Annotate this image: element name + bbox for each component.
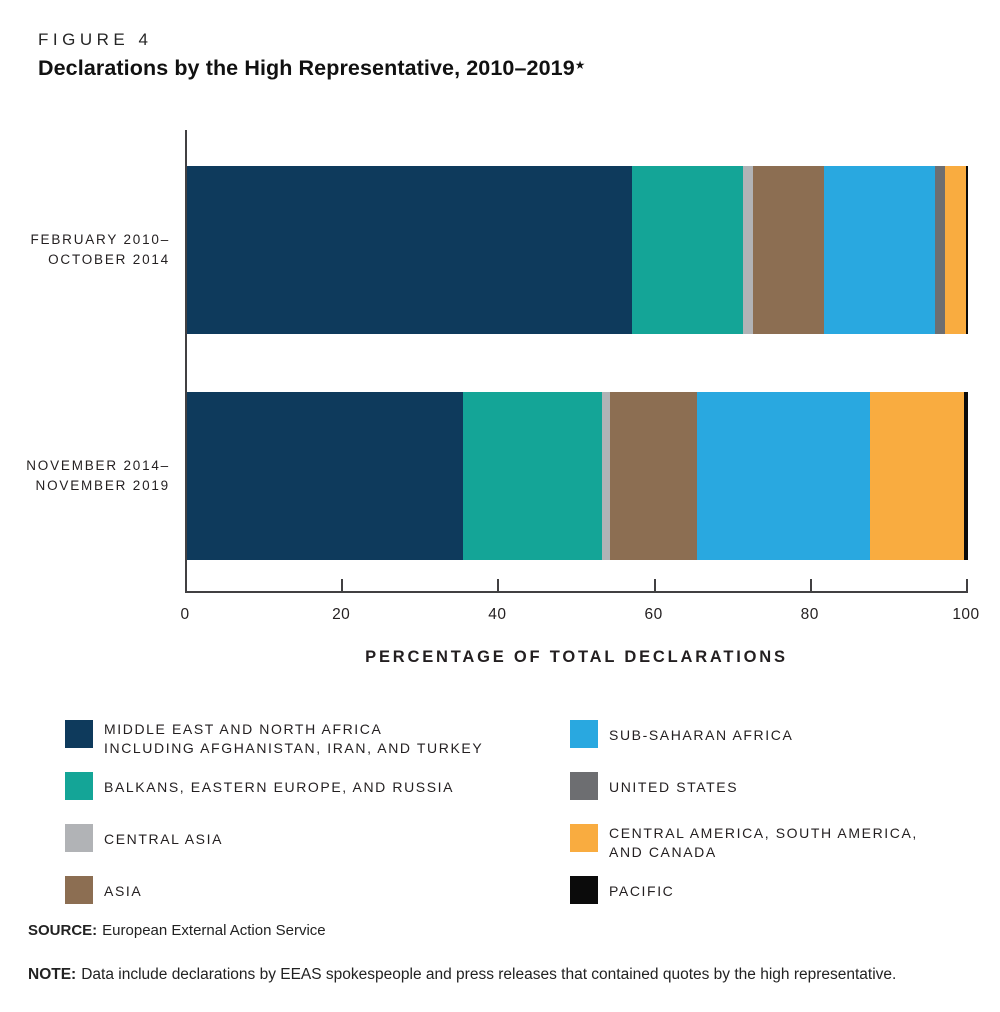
legend-label-line: SUB-SAHARAN AFRICA: [609, 727, 794, 743]
legend-label-line: AND CANADA: [609, 844, 717, 860]
stacked-bar-2: [187, 392, 968, 560]
legend-item-sub-saharan-africa: SUB-SAHARAN AFRICA: [570, 720, 793, 748]
legend-label-line: INCLUDING AFGHANISTAN, IRAN, AND TURKEY: [104, 740, 484, 756]
legend-label: ASIA: [104, 876, 142, 901]
legend-swatch-middle-east-and-north-africa-including-a: [65, 720, 93, 748]
x-axis-tick-label-0: 0: [180, 606, 190, 623]
bar-segment-asia: [610, 392, 697, 560]
x-axis-tick-label-40: 40: [488, 606, 507, 623]
x-axis-tick-60: [653, 579, 656, 591]
bar-segment-central-america-south-america-and-canada: [870, 392, 965, 560]
legend-label-line: CENTRAL AMERICA, SOUTH AMERICA,: [609, 825, 918, 841]
figure-title-text: Declarations by the High Representative,…: [38, 56, 575, 80]
x-axis-tick-label-100: 100: [952, 606, 980, 623]
legend-label: PACIFIC: [609, 876, 674, 901]
legend-label: CENTRAL ASIA: [104, 824, 223, 849]
bar-segment-central-asia: [743, 166, 754, 334]
bar-segment-central-america-south-america-and-canada: [945, 166, 966, 334]
footnote-star-mark: ★: [574, 58, 586, 73]
legend-item-asia: ASIA: [65, 876, 142, 904]
category-label-line: OCTOBER 2014: [48, 251, 170, 267]
x-axis-tick-label-60: 60: [644, 606, 663, 623]
legend-swatch-united-states: [570, 772, 598, 800]
chart-plot-area: [185, 130, 968, 593]
category-label-2010-2014: FEBRUARY 2010– OCTOBER 2014: [0, 230, 170, 269]
note-text: Data include declarations by EEAS spokes…: [81, 966, 897, 983]
bar-segment-central-asia: [602, 392, 611, 560]
legend-item-balkans-eastern-europe-and-russia: BALKANS, EASTERN EUROPE, AND RUSSIA: [65, 772, 454, 800]
figure-title: Declarations by the High Representative,…: [38, 56, 585, 81]
legend-swatch-asia: [65, 876, 93, 904]
legend-item-central-america-south-america-and-canada: CENTRAL AMERICA, SOUTH AMERICA, AND CANAD…: [570, 824, 918, 862]
category-label-line: FEBRUARY 2010–: [30, 232, 170, 247]
legend-label-line: UNITED STATES: [609, 779, 739, 795]
legend-label: BALKANS, EASTERN EUROPE, AND RUSSIA: [104, 772, 454, 797]
legend-label-line: PACIFIC: [609, 883, 675, 899]
legend-item-united-states: UNITED STATES: [570, 772, 738, 800]
bar-segment-balkans-eastern-europe-and-russia: [463, 392, 603, 560]
x-axis-tick-label-80: 80: [800, 606, 819, 623]
category-label-line: NOVEMBER 2014–: [26, 458, 170, 473]
bar-segment-middle-east-and-north-africa-including-a: [187, 166, 633, 334]
note-line: NOTE: Data include declarations by EEAS s…: [28, 966, 988, 984]
legend-label-line: BALKANS, EASTERN EUROPE, AND RUSSIA: [104, 779, 455, 795]
source-line: SOURCE: European External Action Service: [28, 922, 326, 939]
source-text: European External Action Service: [102, 922, 326, 939]
legend-item-middle-east-and-north-africa-including-a: MIDDLE EAST AND NORTH AFRICA INCLUDING AF…: [65, 720, 483, 758]
legend-label: MIDDLE EAST AND NORTH AFRICA INCLUDING AF…: [104, 720, 483, 758]
legend-item-pacific: PACIFIC: [570, 876, 674, 904]
legend-item-central-asia: CENTRAL ASIA: [65, 824, 223, 852]
bar-segment-sub-saharan-africa: [824, 166, 936, 334]
x-axis-title: PERCENTAGE OF TOTAL DECLARATIONS: [365, 648, 788, 666]
chart-legend: MIDDLE EAST AND NORTH AFRICA INCLUDING AF…: [65, 720, 975, 910]
bar-segment-united-states: [935, 166, 946, 334]
bar-segment-balkans-eastern-europe-and-russia: [632, 166, 744, 334]
x-axis-tick-100: [966, 579, 968, 591]
legend-label-line: ASIA: [104, 883, 143, 899]
bar-segment-pacific: [965, 166, 968, 334]
bar-segment-asia: [753, 166, 825, 334]
category-label-line: NOVEMBER 2019: [35, 477, 170, 493]
figure-header: FIGURE 4 Declarations by the High Repres…: [38, 30, 585, 81]
legend-swatch-central-asia: [65, 824, 93, 852]
legend-label-line: CENTRAL ASIA: [104, 831, 224, 847]
legend-swatch-sub-saharan-africa: [570, 720, 598, 748]
x-axis-tick-label-20: 20: [332, 606, 351, 623]
stacked-bar-1: [187, 166, 968, 334]
legend-swatch-pacific: [570, 876, 598, 904]
bar-segment-middle-east-and-north-africa-including-a: [187, 392, 464, 560]
x-axis-tick-20: [341, 579, 344, 591]
figure-number-label: FIGURE 4: [38, 30, 153, 49]
x-axis-tick-40: [497, 579, 500, 591]
legend-label: UNITED STATES: [609, 772, 738, 797]
legend-swatch-balkans-eastern-europe-and-russia: [65, 772, 93, 800]
legend-label: SUB-SAHARAN AFRICA: [609, 720, 793, 745]
category-label-2014-2019: NOVEMBER 2014– NOVEMBER 2019: [0, 456, 170, 495]
source-label: SOURCE:: [28, 922, 98, 939]
bar-segment-sub-saharan-africa: [696, 392, 871, 560]
x-axis-tick-80: [809, 579, 812, 591]
legend-label: CENTRAL AMERICA, SOUTH AMERICA, AND CANAD…: [609, 824, 918, 862]
note-label: NOTE:: [28, 966, 77, 983]
legend-swatch-central-america-south-america-and-canada: [570, 824, 598, 852]
bar-segment-pacific: [964, 392, 968, 560]
legend-label-line: MIDDLE EAST AND NORTH AFRICA: [104, 721, 383, 737]
